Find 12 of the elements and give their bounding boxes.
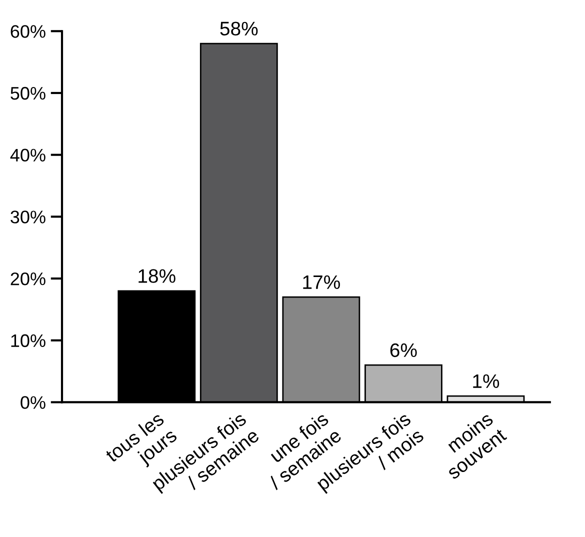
y-tick-label: 50% xyxy=(10,86,46,100)
y-tick-label: 40% xyxy=(10,148,46,162)
y-tick-label: 60% xyxy=(10,25,46,38)
y-tick-label: 20% xyxy=(10,272,46,286)
y-tick-label: 0% xyxy=(20,396,46,409)
data-label: 18% xyxy=(138,269,176,283)
data-label: 6% xyxy=(390,343,417,358)
y-tick-label: 10% xyxy=(11,334,46,348)
y-tick-label: 30% xyxy=(10,210,46,224)
data-label: 1% xyxy=(473,374,500,388)
data-label: 17% xyxy=(303,275,340,289)
data-label: 58% xyxy=(220,22,258,36)
